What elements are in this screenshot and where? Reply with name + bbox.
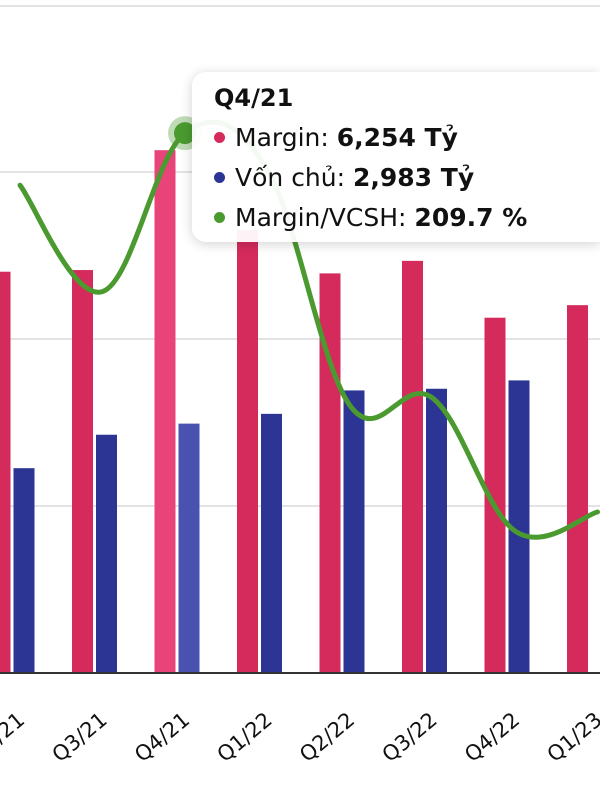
equity-bar-Q2/22[interactable] — [343, 390, 365, 673]
x-tick-label: Q2/21 — [0, 707, 29, 766]
x-tick-label: Q3/21 — [47, 707, 111, 766]
x-tick-label: Q3/22 — [377, 707, 441, 766]
x-axis-tick-labels: Q2/21 Q3/21 Q4/21 Q1/22 Q2/22 Q3/22 Q4/22 Q1/23 — [0, 707, 600, 766]
margin-legend-dot — [214, 131, 225, 143]
tooltip-value-equity: 2,983 Tỷ — [353, 163, 475, 192]
margin-bar-Q4/22[interactable] — [484, 317, 506, 673]
tooltip-row-equity: Vốn chủ: 2,983 Tỷ — [214, 158, 600, 198]
hover-marker-dot — [174, 122, 196, 145]
ratio-legend-dot — [214, 211, 225, 223]
equity-bar-Q1/22[interactable] — [261, 413, 282, 673]
equity-legend-dot — [214, 171, 225, 183]
tooltip-label-equity: Vốn chủ: — [235, 163, 353, 192]
margin-vcsh-line[interactable] — [17, 119, 600, 540]
x-tick-label: Q1/23 — [542, 707, 600, 766]
tooltip-row-margin: Margin: 6,254 Tỷ — [214, 118, 600, 158]
margin-bar-Q2/21[interactable] — [0, 271, 11, 673]
tooltip-label-ratio: Margin/VCSH: — [235, 203, 415, 232]
chart-tooltip: Q4/21 Margin: 6,254 Tỷ Vốn chủ: 2,983 Tỷ… — [192, 72, 600, 242]
equity-bar-Q2/21[interactable] — [13, 468, 35, 673]
equity-bar-Q4/21[interactable] — [178, 423, 200, 673]
margin-bar-Q1/23[interactable] — [567, 305, 588, 673]
margin-bar-Q1/22[interactable] — [237, 229, 258, 674]
margin-bar-Q4/21[interactable] — [154, 150, 176, 674]
x-tick-label: Q4/22 — [460, 707, 524, 766]
margin-bar-Q3/22[interactable] — [402, 260, 423, 673]
tooltip-title: Q4/21 — [214, 84, 294, 112]
equity-bars[interactable] — [13, 380, 530, 673]
x-tick-label: Q2/22 — [295, 707, 359, 766]
equity-bar-Q4/22[interactable] — [508, 380, 530, 673]
equity-bar-Q3/21[interactable] — [96, 434, 117, 673]
tooltip-value-margin: 6,254 Tỷ — [336, 123, 458, 152]
tooltip-row-ratio: Margin/VCSH: 209.7 % — [214, 198, 600, 238]
tooltip-value-ratio: 209.7 % — [414, 203, 528, 232]
equity-bar-Q3/22[interactable] — [426, 388, 447, 673]
tooltip-label-margin: Margin: — [235, 123, 337, 152]
x-tick-label: Q1/22 — [212, 707, 276, 766]
x-tick-label: Q4/21 — [130, 707, 194, 766]
margin-bar-Q3/21[interactable] — [72, 270, 93, 673]
